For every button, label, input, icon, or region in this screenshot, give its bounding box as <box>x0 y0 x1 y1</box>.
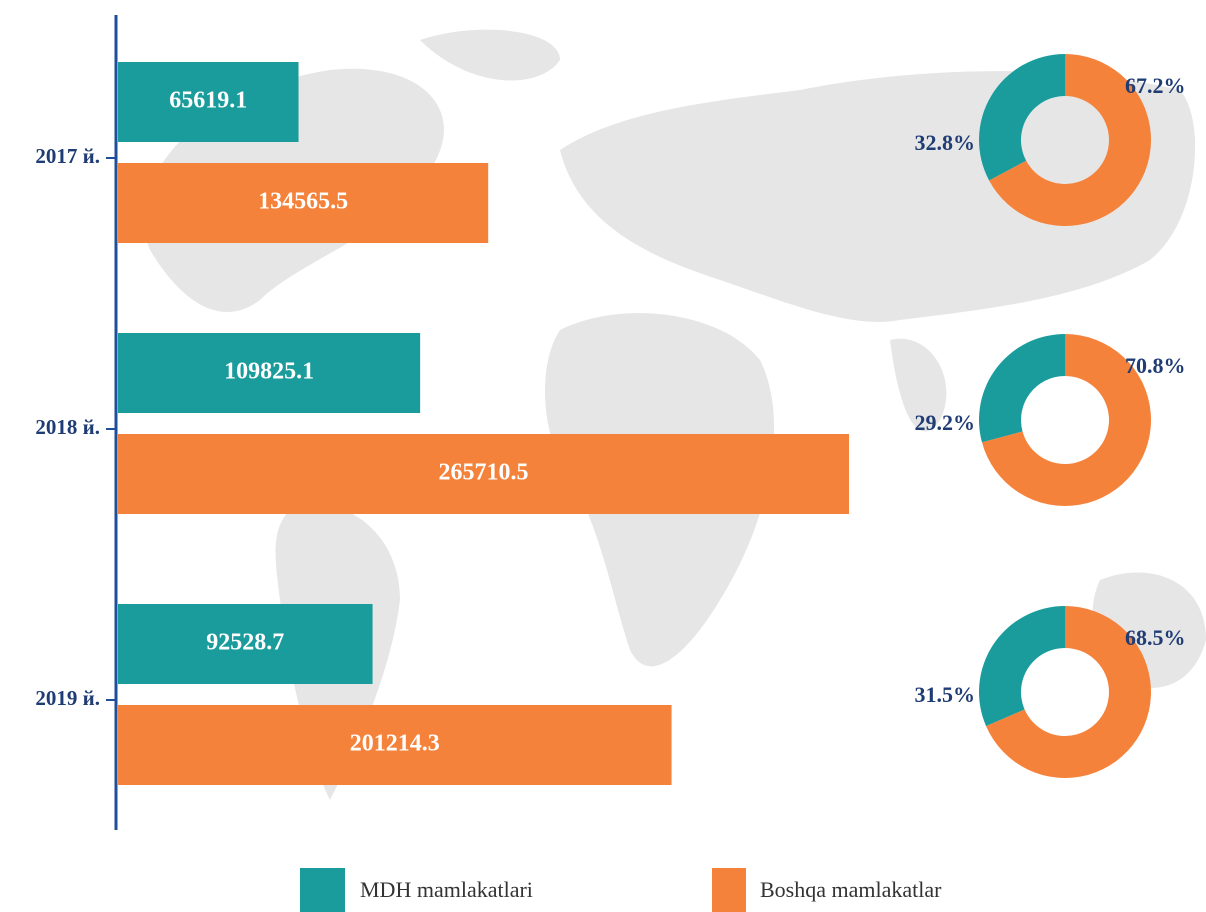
bar <box>118 705 672 785</box>
bar-value-label: 265710.5 <box>439 460 529 486</box>
legend-swatch <box>712 868 746 912</box>
bar-value-label: 92528.7 <box>206 630 284 656</box>
y-tick-label: 2017 й. <box>35 144 100 168</box>
pie-value-label: 68.5% <box>1125 625 1186 650</box>
bar-value-label: 134565.5 <box>258 189 348 215</box>
pie-value-label: 70.8% <box>1125 353 1186 378</box>
bar <box>118 163 489 243</box>
pie-value-label: 31.5% <box>915 682 976 707</box>
y-tick-label: 2018 й. <box>35 415 100 439</box>
y-tick-label: 2019 й. <box>35 686 100 710</box>
bar <box>118 62 299 142</box>
donut-segment <box>979 334 1065 443</box>
world-map <box>143 29 1206 800</box>
bar-value-label: 109825.1 <box>224 359 314 385</box>
bar-value-label: 65619.1 <box>169 88 247 114</box>
bar <box>118 604 373 684</box>
pie-value-label: 67.2% <box>1125 73 1186 98</box>
donut-segment <box>986 606 1151 778</box>
legend-swatch <box>300 868 345 912</box>
bar-value-label: 201214.3 <box>350 731 440 757</box>
legend-label: Boshqa mamlakatlar <box>760 877 942 902</box>
donut-segment <box>979 606 1065 727</box>
donut-segment <box>978 54 1065 181</box>
bar <box>118 434 849 514</box>
donut-segment <box>981 334 1151 506</box>
donut-segment <box>989 54 1151 226</box>
pie-value-label: 32.8% <box>915 130 976 155</box>
pie-value-label: 29.2% <box>915 410 976 435</box>
bar <box>118 333 421 413</box>
legend-label: MDH mamlakatlari <box>360 877 533 902</box>
